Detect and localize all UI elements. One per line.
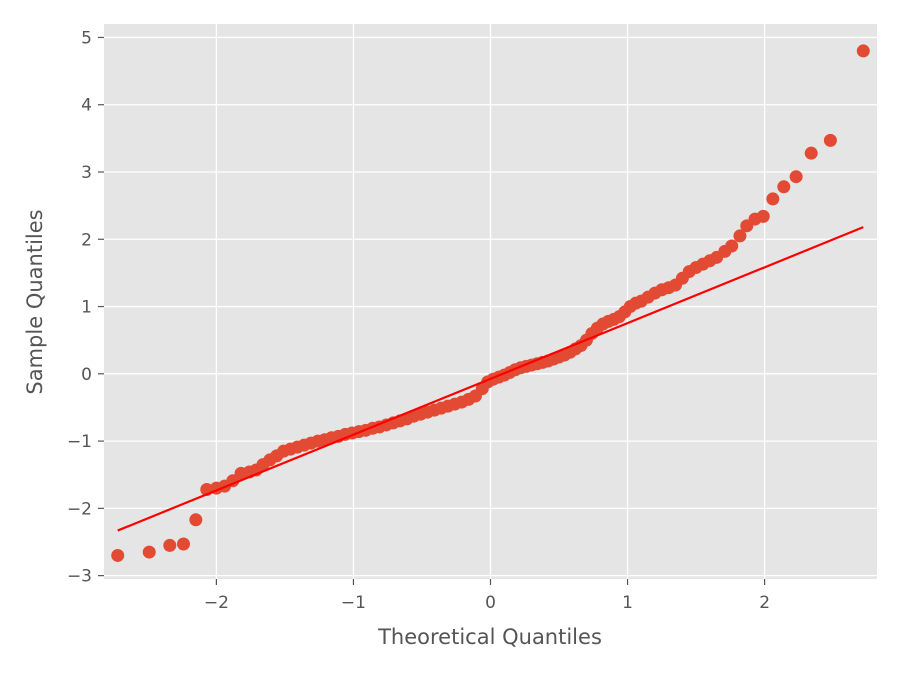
data-point [163,538,177,552]
data-point [789,170,803,184]
data-point [766,192,780,206]
data-point [823,133,837,147]
y-tick-label: 4 [81,96,92,116]
data-point [856,44,870,58]
x-tick-label: 1 [622,593,633,613]
grid-lines [104,24,877,579]
reference-line [117,226,864,532]
y-axis-label: Sample Quantiles [23,209,47,394]
y-tick-label: 1 [81,298,92,318]
x-axis-label: Theoretical Quantiles [377,625,602,649]
data-point [804,146,818,160]
y-tick-label: 2 [81,230,92,250]
x-axis: −2 −1 0 1 2 [204,579,770,613]
data-point [733,229,747,243]
data-point [189,513,203,527]
data-point [111,548,125,562]
x-tick-label: −2 [204,593,229,613]
y-axis: −3 −2 −1 0 1 2 3 4 5 [67,28,104,587]
y-tick-label: −3 [67,567,92,587]
data-point [777,180,791,194]
x-tick-label: 0 [485,593,496,613]
y-tick-label: −2 [67,499,92,519]
y-tick-label: 5 [81,28,92,48]
y-tick-label: −1 [67,432,92,452]
data-point [142,545,156,559]
y-tick-label: 0 [81,365,92,385]
data-point [756,209,770,223]
x-tick-label: 2 [759,593,770,613]
data-point [725,239,739,253]
y-tick-label: 3 [81,163,92,183]
data-point [176,537,190,551]
x-tick-label: −1 [341,593,366,613]
